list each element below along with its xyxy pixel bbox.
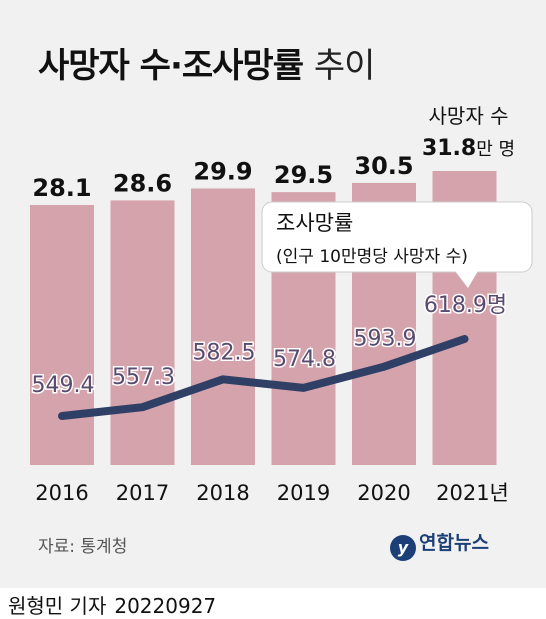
byline: 원형민 기자 20220927 — [8, 590, 216, 619]
bar-label-2017: 28.6 — [113, 169, 172, 197]
rate-label-2020: 593.9 — [354, 327, 417, 352]
callout-title: 조사망률 — [276, 211, 353, 235]
title-main: 사망자 수·조사망률 — [38, 46, 304, 86]
x-tick-2020: 2020 — [357, 481, 410, 505]
bar-2016 — [30, 205, 94, 465]
x-tick-2018: 2018 — [196, 481, 249, 505]
bar-label-2018: 29.9 — [193, 157, 252, 185]
rate-label-2019: 574.8 — [273, 347, 336, 372]
title-sub: 추이 — [313, 46, 376, 86]
callout-box — [261, 201, 533, 273]
deaths-annotation-value: 31.8만 명 — [422, 136, 515, 161]
bar-label-2016: 28.1 — [32, 174, 91, 202]
bar-label-2019: 29.5 — [274, 161, 333, 189]
x-tick-2017: 2017 — [116, 481, 169, 505]
x-tick-2021: 2021년 — [436, 481, 509, 505]
byline-date: 20220927 — [114, 594, 217, 618]
bar-2018 — [191, 188, 255, 465]
rate-label-2018: 582.5 — [193, 340, 256, 365]
x-tick-2016: 2016 — [35, 481, 88, 505]
source-note: 자료: 통계청 — [38, 537, 128, 557]
deaths-annotation-title: 사망자 수 — [429, 104, 509, 128]
yonhap-logo: y 연합뉴스 — [390, 528, 489, 561]
chart-title: 사망자 수·조사망률 추이 — [38, 38, 376, 87]
logo-text: 연합뉴스 — [419, 532, 489, 554]
bar-2017 — [110, 200, 175, 465]
rate-label-2017: 557.3 — [112, 365, 175, 390]
bar-label-2020: 30.5 — [354, 152, 413, 180]
rate-label-2016: 549.4 — [32, 373, 95, 398]
x-tick-2019: 2019 — [277, 481, 330, 505]
callout-pointer — [455, 271, 478, 288]
death-rate-line — [58, 335, 469, 420]
yonhap-logo-icon: y — [390, 535, 416, 561]
byline-author: 원형민 기자 — [8, 594, 107, 618]
rate-label-2021: 618.9명 — [424, 293, 507, 318]
callout-subtitle: (인구 10만명당 사망자 수) — [276, 247, 468, 267]
